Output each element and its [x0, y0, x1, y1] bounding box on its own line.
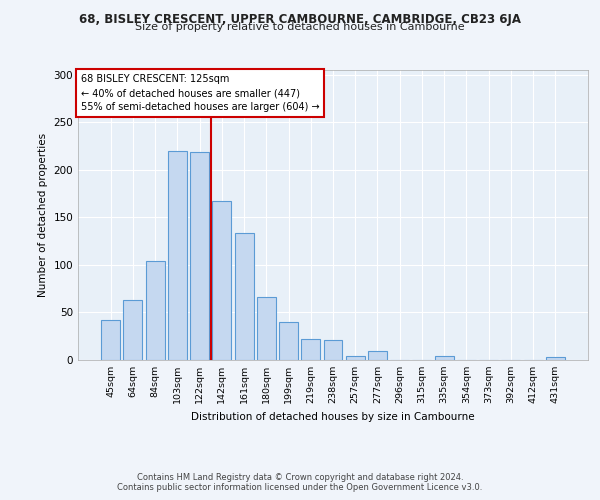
Bar	[168, 151, 187, 360]
Bar	[279, 322, 298, 360]
Bar	[435, 356, 454, 360]
X-axis label: Distribution of detached houses by size in Cambourne: Distribution of detached houses by size …	[191, 412, 475, 422]
Bar	[124, 300, 142, 360]
Bar	[101, 320, 120, 360]
Bar	[257, 297, 276, 360]
Y-axis label: Number of detached properties: Number of detached properties	[38, 133, 48, 297]
Bar	[323, 340, 343, 360]
Bar	[212, 201, 231, 360]
Bar	[301, 339, 320, 360]
Text: Size of property relative to detached houses in Cambourne: Size of property relative to detached ho…	[135, 22, 465, 32]
Bar	[546, 357, 565, 360]
Text: 68 BISLEY CRESCENT: 125sqm
← 40% of detached houses are smaller (447)
55% of sem: 68 BISLEY CRESCENT: 125sqm ← 40% of deta…	[80, 74, 319, 112]
Bar	[346, 356, 365, 360]
Bar	[146, 261, 164, 360]
Text: Contains HM Land Registry data © Crown copyright and database right 2024.
Contai: Contains HM Land Registry data © Crown c…	[118, 473, 482, 492]
Text: 68, BISLEY CRESCENT, UPPER CAMBOURNE, CAMBRIDGE, CB23 6JA: 68, BISLEY CRESCENT, UPPER CAMBOURNE, CA…	[79, 12, 521, 26]
Bar	[368, 352, 387, 360]
Bar	[190, 152, 209, 360]
Bar	[235, 232, 254, 360]
